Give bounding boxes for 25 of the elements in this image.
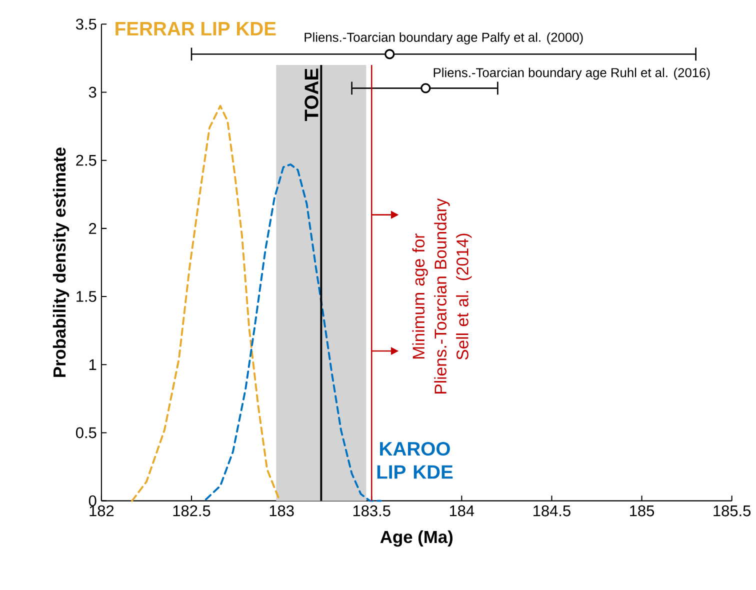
text: Pliens.-Toarcian boundary age Palfy et al. (2000) bbox=[304, 32, 583, 45]
x-tick-label: 184 bbox=[450, 505, 474, 516]
x-tick-label: 183 bbox=[270, 505, 294, 516]
line-series bbox=[131, 105, 281, 502]
y-tick-label: 2 bbox=[89, 223, 96, 234]
ref-line-label: TOAE bbox=[304, 68, 318, 122]
y-axis-title: Probability density estimate bbox=[52, 148, 70, 377]
ref-line-label: Minimum age for Pliens.-Toarcian Boundary Sell et al. (2014) bbox=[412, 198, 472, 394]
x-tick-label: 182 bbox=[90, 505, 114, 516]
series-label: Pliens.-Toarcian boundary age Ruhl et al. (2016) bbox=[434, 68, 710, 80]
series-label: KAROO LIP KDE bbox=[377, 442, 453, 479]
y-tick-label: 0 bbox=[88, 495, 96, 506]
y-tick-label: 1 bbox=[89, 359, 96, 370]
y-tick-label: 2.5 bbox=[76, 154, 96, 166]
x-tick-label: 185 bbox=[630, 505, 654, 516]
x-tick-label: 185.5 bbox=[714, 505, 751, 516]
x-tick-label: 183.5 bbox=[353, 505, 390, 516]
y-tick-label: 3 bbox=[88, 86, 96, 98]
x-axis-title: Age (Ma) bbox=[380, 530, 452, 547]
x-tick-label: 184.5 bbox=[534, 505, 570, 516]
y-tick-label: 1.5 bbox=[76, 291, 96, 302]
y-tick-label: 3.5 bbox=[76, 18, 96, 30]
x-tick-label: 182.5 bbox=[173, 505, 210, 516]
y-tick-label: 0.5 bbox=[76, 427, 96, 438]
text: FERRAR LIP KDE bbox=[116, 22, 276, 36]
